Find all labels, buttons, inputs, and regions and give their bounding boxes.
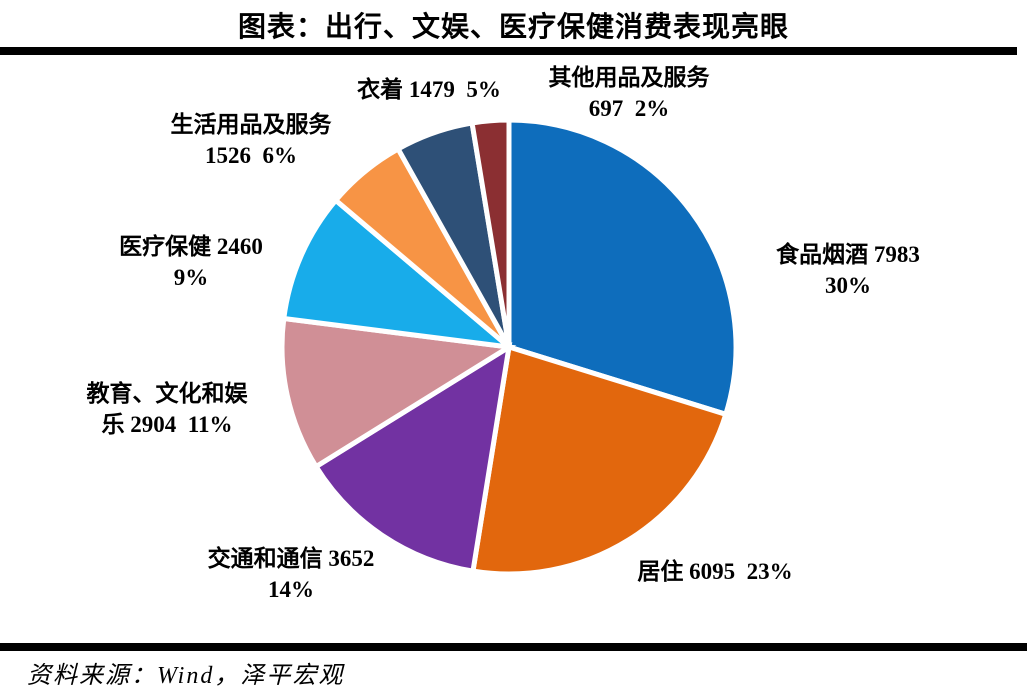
chart-title: 图表：出行、文娱、医疗保健消费表现亮眼 [237,12,789,43]
pie-slice-4 [279,315,517,471]
pie-slice-5 [281,196,518,351]
bottom-divider [0,643,1027,651]
pie-slice-1 [506,117,739,418]
source-note: 资料来源：Wind，泽平宏观 [27,663,345,689]
top-divider [0,47,1017,55]
pie-slice-3 [312,341,513,574]
pie-slice-8 [469,117,512,348]
pie-slice-2 [470,343,729,577]
